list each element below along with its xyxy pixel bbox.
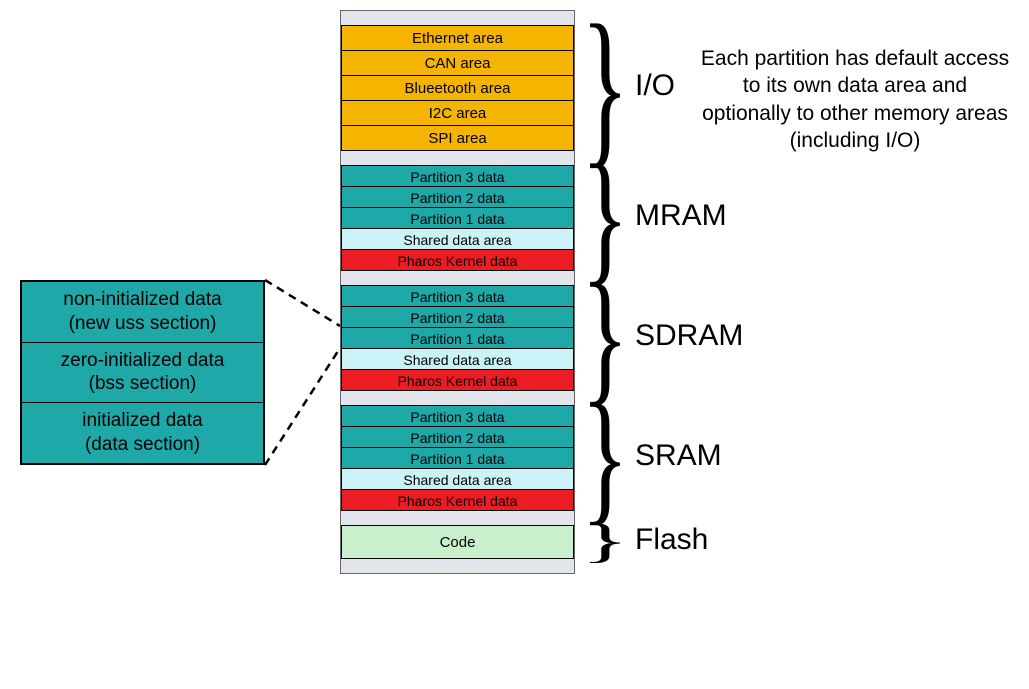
memory-stack: Ethernet areaCAN areaBlueetooth areaI2C … — [340, 10, 575, 574]
memory-row: I2C area — [341, 100, 574, 126]
memory-row: Partition 3 data — [341, 165, 574, 187]
brace-io: } — [581, 24, 629, 150]
gap — [341, 391, 574, 405]
gap — [341, 151, 574, 165]
memory-row: Pharos Kernel data — [341, 369, 574, 391]
label-sdram: SDRAM — [635, 319, 743, 353]
gap — [341, 511, 574, 525]
gap — [341, 271, 574, 285]
gap — [341, 559, 574, 573]
data-sections-box: non-initialized data(new uss section)zer… — [20, 280, 265, 465]
memory-row: Shared data area — [341, 348, 574, 370]
memory-row: Blueetooth area — [341, 75, 574, 101]
detail-row: initialized data(data section) — [22, 403, 263, 463]
memory-row: Partition 1 data — [341, 447, 574, 469]
memory-row: Pharos Kernel data — [341, 489, 574, 511]
memory-row-code: Code — [341, 525, 574, 559]
memory-row: Partition 1 data — [341, 207, 574, 229]
label-mram: MRAM — [635, 199, 727, 233]
memory-row: Partition 2 data — [341, 306, 574, 328]
brace-flash: } — [581, 524, 629, 558]
label-sram: SRAM — [635, 439, 722, 473]
label-flash: Flash — [635, 523, 708, 557]
memory-row: Partition 2 data — [341, 426, 574, 448]
memory-row: Pharos Kernel data — [341, 249, 574, 271]
memory-row: Shared data area — [341, 468, 574, 490]
label-io: I/O — [635, 69, 675, 103]
detail-row: zero-initialized data(bss section) — [22, 343, 263, 404]
memory-row: SPI area — [341, 125, 574, 151]
detail-row: non-initialized data(new uss section) — [22, 282, 263, 343]
memory-row: Partition 1 data — [341, 327, 574, 349]
memory-row: Partition 3 data — [341, 285, 574, 307]
memory-row: Partition 2 data — [341, 186, 574, 208]
brace-sram: } — [581, 404, 629, 510]
memory-row: Shared data area — [341, 228, 574, 250]
description-text: Each partition has default access to its… — [700, 45, 1010, 154]
diagram-root: non-initialized data(new uss section)zer… — [0, 0, 1029, 689]
memory-row: CAN area — [341, 50, 574, 76]
memory-row: Partition 3 data — [341, 405, 574, 427]
memory-row: Ethernet area — [341, 25, 574, 51]
gap — [341, 11, 574, 25]
